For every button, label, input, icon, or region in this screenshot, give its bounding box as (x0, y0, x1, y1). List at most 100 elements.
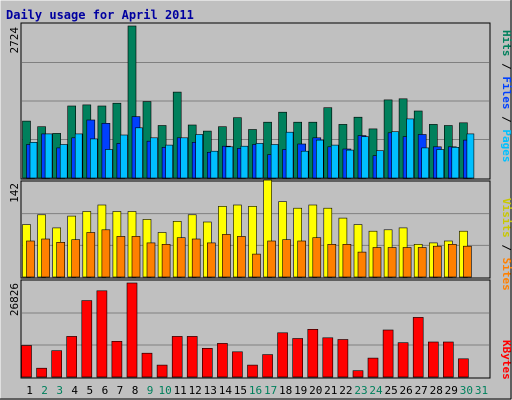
bar-kbytes (382, 329, 394, 378)
bar-sites (176, 237, 186, 278)
x-tick-label: 15 (234, 384, 247, 397)
bar-kbytes (247, 364, 258, 378)
bar-sites (146, 242, 156, 278)
bar-pages (376, 150, 384, 179)
legend-separator: / (500, 57, 512, 77)
bar-pages (436, 149, 445, 179)
bar-kbytes (156, 364, 168, 378)
bar-sites (387, 247, 397, 278)
bar-pages (466, 133, 475, 179)
bar-kbytes (111, 340, 123, 378)
x-tick-label: 7 (117, 384, 124, 397)
x-tick-label: 24 (369, 384, 383, 397)
hits-ymax-label: 2724 (8, 27, 21, 54)
bar-pages (135, 127, 143, 179)
bar-sites (447, 244, 457, 278)
x-tick-label: 23 (354, 384, 367, 397)
bar-kbytes (337, 339, 349, 378)
bar-kbytes (66, 336, 77, 378)
bar-sites (26, 240, 35, 278)
legend-sites: Sites (500, 258, 512, 291)
bar-pages (406, 118, 414, 179)
bar-pages (255, 143, 264, 179)
bar-sites (131, 236, 141, 278)
bar-sites (432, 245, 442, 278)
bar-sites (417, 247, 427, 278)
legend-separator: / (500, 110, 512, 130)
bar-kbytes (442, 341, 454, 378)
bar-kbytes (217, 343, 228, 378)
x-tick-label: 6 (102, 384, 109, 397)
chart-marks (21, 25, 489, 378)
bar-sites (101, 229, 111, 278)
x-tick-label: 12 (189, 384, 202, 397)
bar-pages (29, 142, 38, 179)
x-tick-label: 25 (384, 384, 397, 397)
x-tick-label: 18 (279, 384, 292, 397)
legend-kbytes: KBytes (500, 340, 512, 380)
bar-pages (165, 144, 173, 179)
bar-sites (252, 253, 261, 278)
bar-pages (105, 149, 113, 179)
x-tick-label: 5 (86, 384, 93, 397)
legend-visits-sites: Visits / Sites (500, 198, 512, 291)
bar-pages (225, 146, 234, 179)
x-tick-label: 17 (264, 384, 277, 397)
bar-sites (207, 242, 216, 278)
bar-sites (161, 244, 171, 278)
legend-pages: Pages (500, 129, 512, 162)
bar-sites (312, 237, 322, 278)
bar-kbytes (397, 342, 409, 378)
x-tick-label: 20 (309, 384, 322, 397)
bar-pages (421, 147, 430, 179)
bar-sites (297, 240, 307, 278)
bar-pages (90, 138, 98, 179)
x-tick-label: 13 (204, 384, 217, 397)
legend-hits-files-pages: Hits / Files / Pages (500, 30, 512, 163)
x-tick-label: 22 (339, 384, 352, 397)
bar-sites (342, 244, 352, 278)
bar-kbytes (202, 347, 213, 378)
bar-kbytes (277, 332, 288, 378)
bar-pages (330, 144, 339, 179)
bar-kbytes (126, 282, 138, 378)
bar-pages (270, 144, 279, 179)
x-tick-label: 3 (56, 384, 63, 397)
bar-sites (41, 238, 50, 278)
bar-sites (86, 232, 96, 278)
bar-pages (346, 149, 354, 179)
bar-sites (116, 236, 126, 278)
x-tick-label: 11 (174, 384, 187, 397)
bar-pages (300, 150, 309, 179)
bar-kbytes (427, 341, 439, 378)
x-tick-label: 30 (460, 384, 473, 397)
bar-sites (222, 234, 231, 278)
bar-kbytes (51, 350, 63, 378)
chart-title: Daily usage for April 2011 (6, 8, 194, 22)
bar-pages (240, 145, 249, 179)
x-tick-label: 26 (399, 384, 412, 397)
legend-hits: Hits (500, 30, 512, 57)
bar-sites (327, 244, 337, 278)
bar-pages (180, 137, 188, 179)
bar-pages (315, 139, 324, 179)
bar-pages (361, 136, 369, 179)
bar-kbytes (171, 336, 183, 378)
x-tick-label: 10 (158, 384, 171, 397)
bar-sites (71, 239, 80, 278)
x-axis-labels: 1 2 3 4 5 6 7 8 9 10 11 12 13 14 15 16 17 18 19 20 21 22 23 24 2… (26, 384, 488, 397)
bar-kbytes (292, 338, 304, 378)
x-tick-label: 19 (294, 384, 307, 397)
x-tick-label: 2 (41, 384, 48, 397)
x-tick-label: 28 (430, 384, 443, 397)
bar-sites (282, 239, 291, 278)
x-tick-label: 31 (475, 384, 488, 397)
x-tick-label: 16 (249, 384, 262, 397)
bar-kbytes (96, 290, 108, 378)
bar-kbytes (232, 351, 243, 378)
bar-sites (463, 245, 472, 278)
bar-kbytes (36, 367, 47, 378)
bar-kbytes (352, 370, 364, 378)
bar-kbytes (262, 354, 273, 378)
